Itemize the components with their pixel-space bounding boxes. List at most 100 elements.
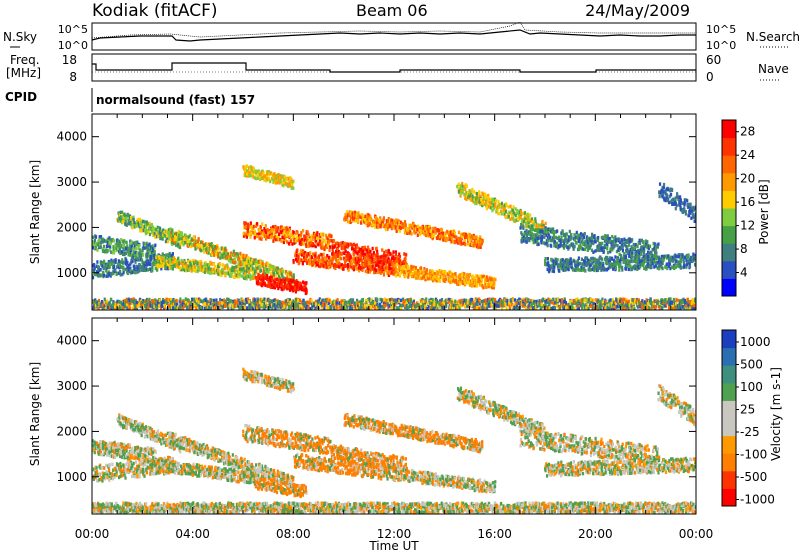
scatter-cell	[387, 248, 390, 253]
scatter-cell	[482, 274, 486, 279]
scatter-cell	[602, 235, 605, 240]
scatter-cell	[274, 228, 278, 232]
scatter-cell	[521, 218, 524, 222]
scatter-cell	[606, 246, 609, 251]
scatter-cell	[136, 265, 139, 269]
scatter-cell	[337, 254, 340, 259]
scatter-cell	[580, 240, 583, 244]
scatter-cell	[630, 245, 633, 249]
scatter-cell	[632, 242, 635, 247]
scatter-cell	[92, 241, 95, 245]
scatter-cell	[196, 239, 200, 244]
scatter-cell	[677, 264, 681, 269]
scatter-cell	[580, 235, 583, 239]
scatter-cell	[444, 277, 447, 281]
scatter-cell	[623, 254, 626, 259]
scatter-cell	[130, 244, 133, 249]
scatter-cell	[364, 245, 367, 250]
scatter-cell	[658, 262, 661, 267]
scatter-cell	[290, 186, 293, 190]
scatter-cell	[578, 268, 581, 272]
scatter-cell	[578, 261, 582, 266]
scatter-cell	[569, 257, 572, 261]
scatter-cell	[127, 268, 130, 272]
scatter-cell	[128, 250, 131, 254]
scatter-cell	[242, 234, 246, 238]
scatter-cell	[634, 264, 637, 268]
scatter-cell	[258, 264, 261, 269]
scatter-cell	[157, 235, 160, 239]
scatter-cell	[247, 274, 250, 279]
scatter-cell	[578, 233, 581, 237]
scatter-cell	[99, 240, 103, 245]
scatter-cell	[276, 180, 280, 185]
scatter-cell	[582, 233, 585, 238]
scatter-cell	[564, 267, 568, 272]
scatter-cell	[408, 227, 411, 231]
scatter-cell	[279, 237, 282, 242]
scatter-cell	[655, 257, 658, 261]
scatter-cell	[245, 235, 249, 239]
scatter-cell	[158, 259, 161, 264]
scatter-cell	[536, 228, 539, 233]
scatter-cell	[485, 282, 488, 287]
scatter-cell	[423, 273, 427, 278]
scatter-cell	[642, 263, 645, 268]
scatter-cell	[402, 267, 405, 271]
scatter-cell	[224, 246, 227, 251]
scatter-cell	[261, 260, 264, 264]
scatter-cell	[335, 263, 338, 268]
scatter-cell	[537, 223, 540, 228]
scatter-cell	[472, 277, 475, 282]
scatter-cell	[533, 240, 536, 244]
scatter-cell	[349, 261, 352, 266]
scatter-cell	[636, 264, 640, 269]
scatter-cell	[484, 192, 487, 196]
scatter-cell	[254, 258, 257, 262]
scatter-cell	[448, 277, 451, 282]
scatter-cell	[448, 270, 452, 275]
scatter-cell	[371, 246, 374, 251]
scatter-cell	[110, 250, 113, 254]
scatter-cell	[525, 233, 528, 238]
scatter-cell	[256, 282, 259, 286]
scatter-cell	[264, 283, 267, 288]
scatter-cell	[484, 196, 487, 200]
scatter-cell	[312, 261, 315, 265]
scatter-cell	[310, 241, 313, 246]
scatter-cell	[550, 244, 553, 248]
scatter-cell	[375, 225, 379, 229]
noise-right-label: N.Search	[746, 30, 800, 44]
scatter-cell	[248, 273, 252, 277]
scatter-cell	[242, 271, 245, 275]
scatter-cell	[305, 235, 308, 240]
scatter-cell	[301, 260, 305, 265]
noise-left-label: N.Sky	[3, 30, 37, 44]
scatter-cell	[471, 187, 474, 192]
scatter-cell	[572, 247, 575, 251]
scatter-cell	[368, 270, 371, 274]
scatter-cell	[154, 266, 157, 271]
scatter-cell	[415, 276, 418, 280]
scatter-cell	[257, 174, 260, 178]
scatter-cell	[116, 247, 120, 251]
scatter-cell	[313, 258, 316, 262]
scatter-cell	[262, 171, 265, 176]
scatter-cell	[607, 240, 610, 244]
scatter-cell	[529, 217, 532, 222]
scatter-cell	[630, 267, 634, 271]
scatter-cell	[276, 266, 280, 271]
scatter-cell	[331, 245, 334, 250]
scatter-cell	[215, 268, 218, 273]
scatter-cell	[356, 213, 359, 218]
scatter-cell	[425, 268, 428, 272]
scatter-cell	[299, 281, 302, 286]
noise-panel-frame	[91, 22, 697, 51]
scatter-cell	[570, 236, 573, 240]
scatter-cell	[648, 255, 651, 259]
scatter-cell	[432, 232, 435, 237]
scatter-cell	[152, 256, 155, 260]
scatter-cell	[646, 240, 649, 244]
scatter-cell	[133, 266, 136, 271]
scatter-cell	[249, 171, 252, 175]
